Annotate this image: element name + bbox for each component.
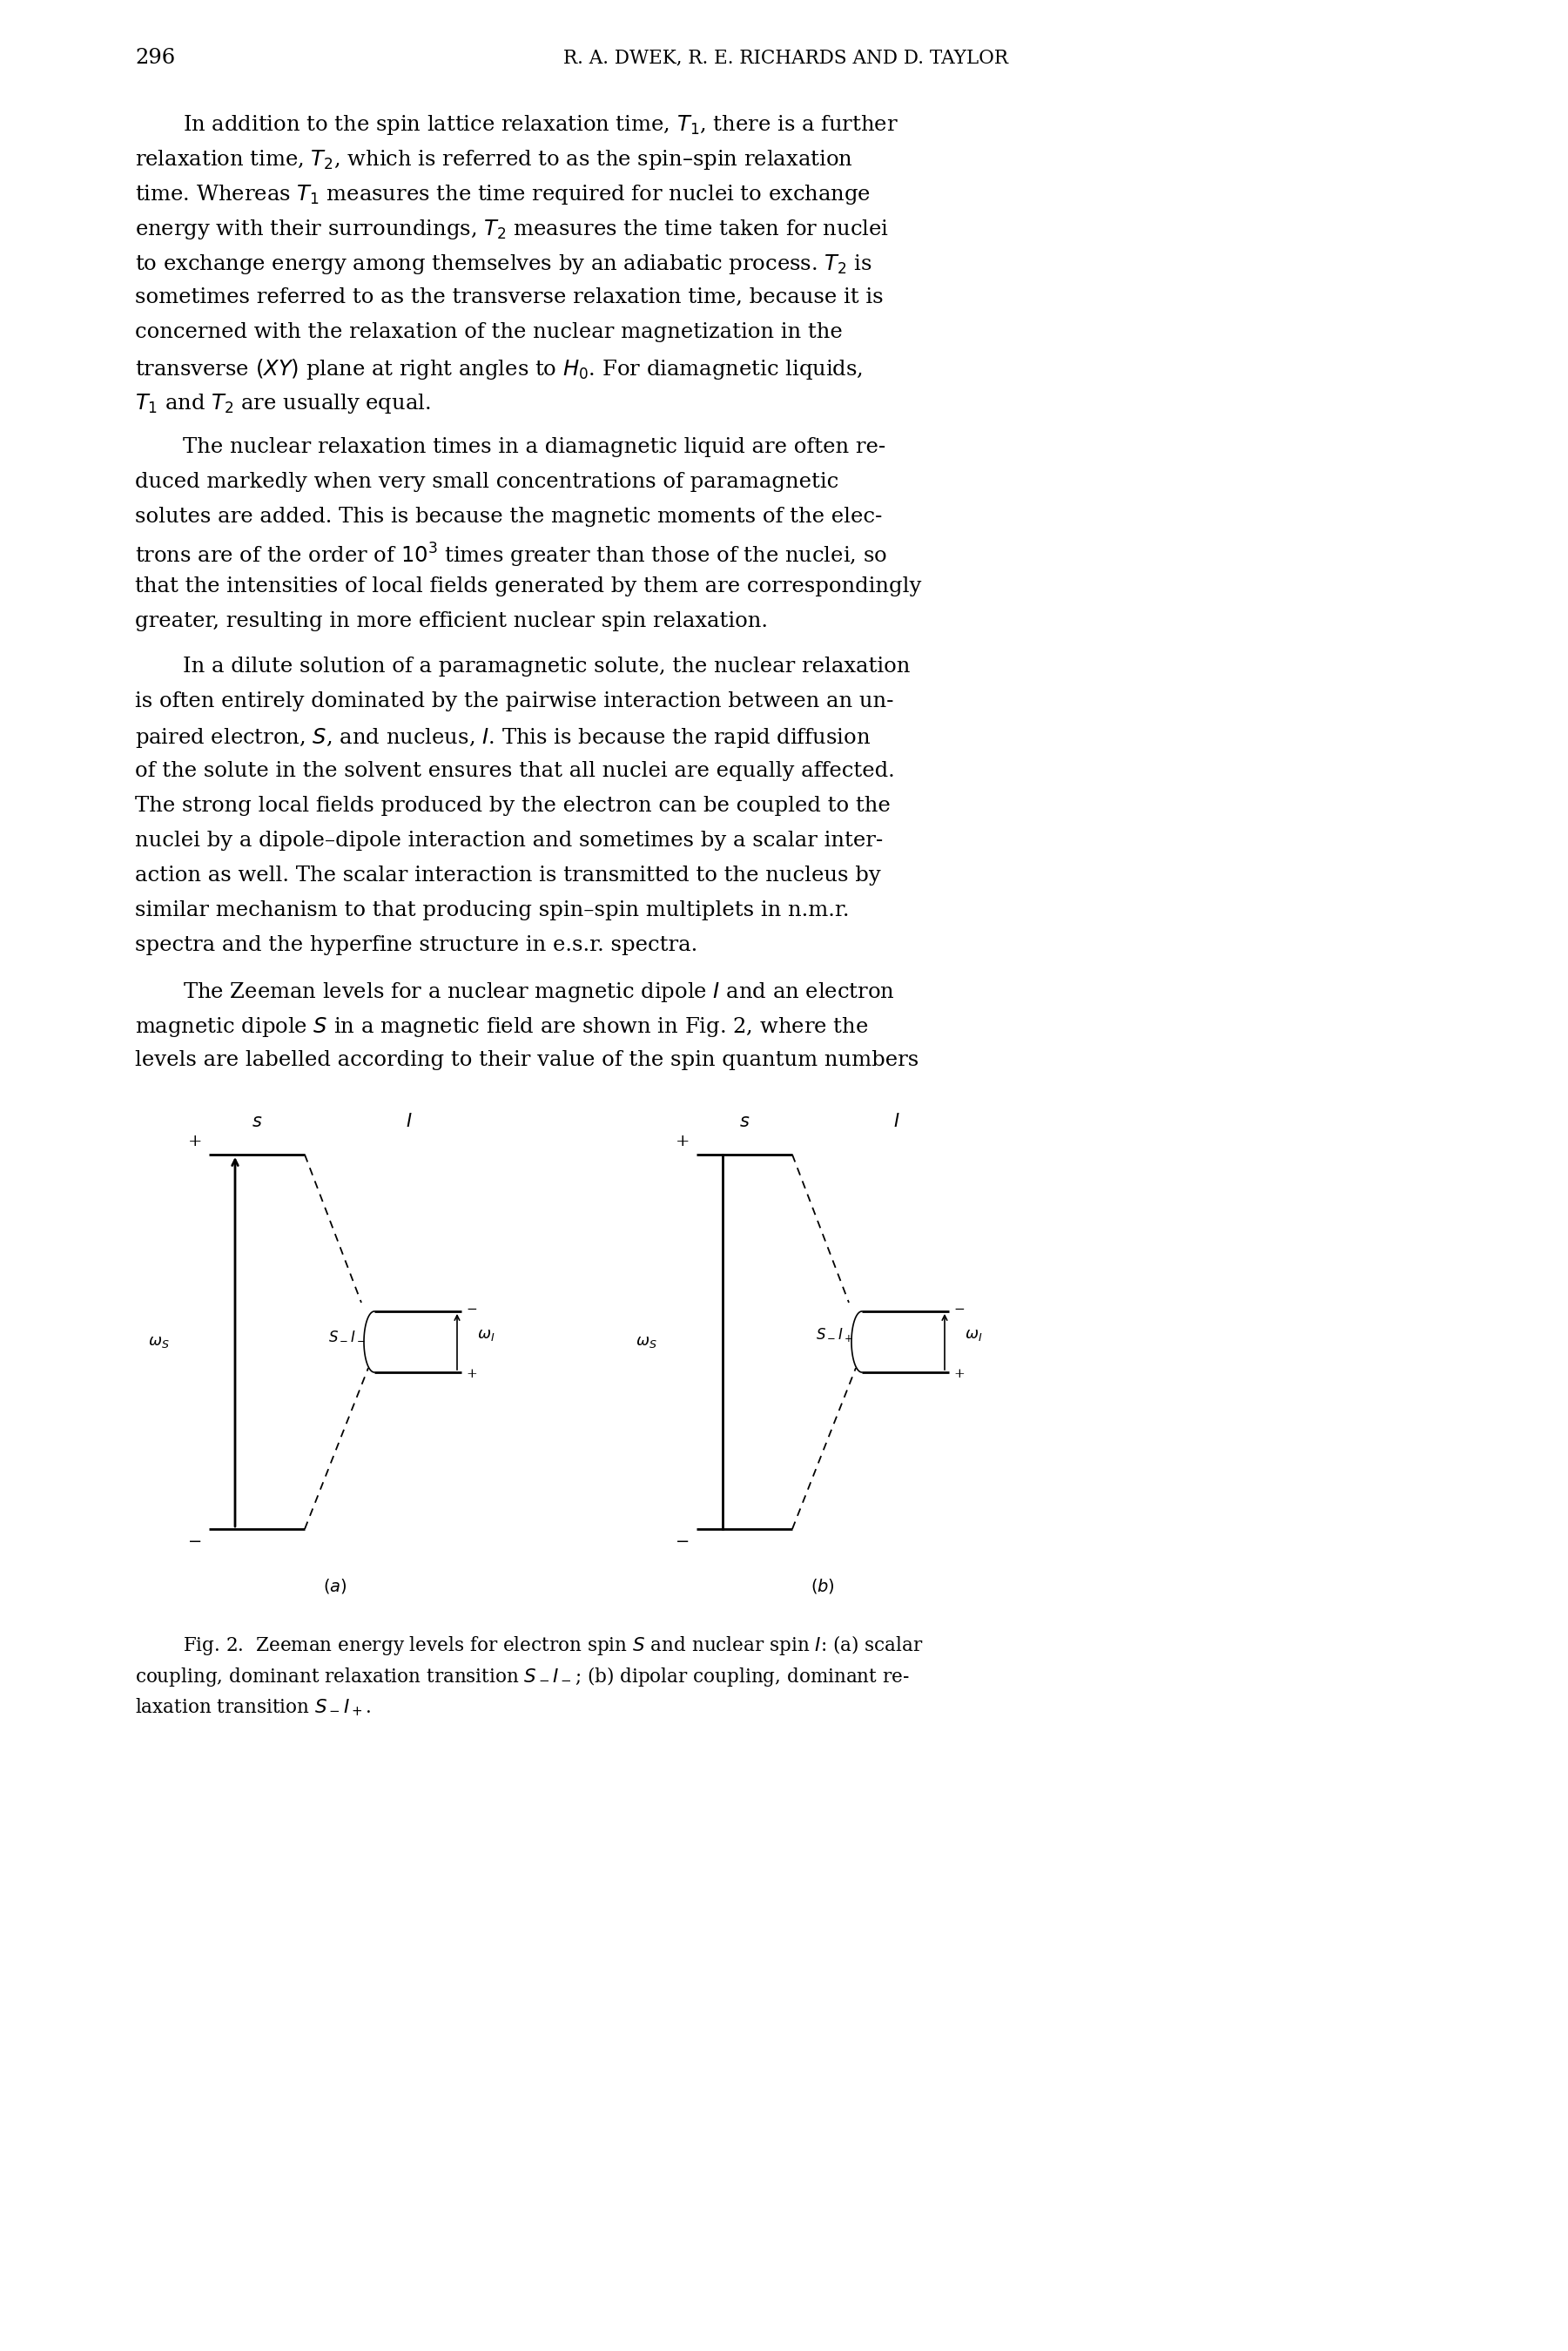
Text: of the solute in the solvent ensures that all nuclei are equally affected.: of the solute in the solvent ensures tha… (135, 762, 895, 781)
Text: spectra and the hyperfine structure in e.s.r. spectra.: spectra and the hyperfine structure in e… (135, 936, 698, 955)
Text: $\omega_I$: $\omega_I$ (477, 1326, 495, 1342)
Text: In addition to the spin lattice relaxation time, $T_1$, there is a further: In addition to the spin lattice relaxati… (183, 113, 898, 136)
Text: $(a)$: $(a)$ (323, 1578, 347, 1596)
Text: sometimes referred to as the transverse relaxation time, because it is: sometimes referred to as the transverse … (135, 287, 883, 308)
Text: concerned with the relaxation of the nuclear magnetization in the: concerned with the relaxation of the nuc… (135, 322, 842, 343)
Text: trons are of the order of $10^3$ times greater than those of the nuclei, so: trons are of the order of $10^3$ times g… (135, 541, 887, 569)
Text: $S_-I_-$: $S_-I_-$ (328, 1328, 365, 1342)
Text: The Zeeman levels for a nuclear magnetic dipole $I$ and an electron: The Zeeman levels for a nuclear magnetic… (183, 980, 895, 1004)
Text: $I$: $I$ (894, 1112, 900, 1131)
Text: +: + (953, 1368, 964, 1380)
Text: levels are labelled according to their value of the spin quantum numbers: levels are labelled according to their v… (135, 1051, 919, 1070)
Text: −: − (953, 1302, 964, 1317)
Text: magnetic dipole $S$ in a magnetic field are shown in Fig. 2, where the: magnetic dipole $S$ in a magnetic field … (135, 1016, 869, 1039)
Text: energy with their surroundings, $T_2$ measures the time taken for nuclei: energy with their surroundings, $T_2$ me… (135, 219, 889, 242)
Text: −: − (188, 1535, 202, 1549)
Text: greater, resulting in more efficient nuclear spin relaxation.: greater, resulting in more efficient nuc… (135, 611, 768, 632)
Text: The strong local fields produced by the electron can be coupled to the: The strong local fields produced by the … (135, 797, 891, 816)
Text: $I$: $I$ (406, 1112, 412, 1131)
Text: 296: 296 (135, 47, 176, 68)
Text: is often entirely dominated by the pairwise interaction between an un-: is often entirely dominated by the pairw… (135, 691, 894, 712)
Text: Fig. 2.  Zeeman energy levels for electron spin $S$ and nuclear spin $I$: (a) sc: Fig. 2. Zeeman energy levels for electro… (183, 1634, 924, 1657)
Text: −: − (466, 1302, 477, 1317)
Text: paired electron, $S$, and nucleus, $I$. This is because the rapid diffusion: paired electron, $S$, and nucleus, $I$. … (135, 726, 870, 750)
Text: to exchange energy among themselves by an adiabatic process. $T_2$ is: to exchange energy among themselves by a… (135, 252, 872, 275)
Text: similar mechanism to that producing spin–spin multiplets in n.m.r.: similar mechanism to that producing spin… (135, 900, 850, 919)
Text: $S_-I_+$: $S_-I_+$ (815, 1326, 853, 1342)
Text: In a dilute solution of a paramagnetic solute, the nuclear relaxation: In a dilute solution of a paramagnetic s… (183, 656, 909, 677)
Text: solutes are added. This is because the magnetic moments of the elec-: solutes are added. This is because the m… (135, 508, 883, 527)
Text: action as well. The scalar interaction is transmitted to the nucleus by: action as well. The scalar interaction i… (135, 865, 881, 886)
Text: relaxation time, $T_2$, which is referred to as the spin–spin relaxation: relaxation time, $T_2$, which is referre… (135, 148, 853, 172)
Text: −: − (676, 1535, 690, 1549)
Text: nuclei by a dipole–dipole interaction and sometimes by a scalar inter-: nuclei by a dipole–dipole interaction an… (135, 830, 883, 851)
Text: $(b)$: $(b)$ (811, 1578, 834, 1596)
Text: time. Whereas $T_1$ measures the time required for nuclei to exchange: time. Whereas $T_1$ measures the time re… (135, 183, 870, 207)
Text: laxation transition $S_-I_+$.: laxation transition $S_-I_+$. (135, 1695, 372, 1719)
Text: $\omega_I$: $\omega_I$ (964, 1326, 983, 1342)
Text: $s$: $s$ (251, 1114, 262, 1131)
Text: that the intensities of local fields generated by them are correspondingly: that the intensities of local fields gen… (135, 576, 922, 597)
Text: +: + (466, 1368, 477, 1380)
Text: +: + (676, 1133, 690, 1150)
Text: +: + (188, 1133, 202, 1150)
Text: duced markedly when very small concentrations of paramagnetic: duced markedly when very small concentra… (135, 473, 839, 491)
Text: The nuclear relaxation times in a diamagnetic liquid are often re-: The nuclear relaxation times in a diamag… (183, 437, 886, 456)
Text: $s$: $s$ (739, 1114, 750, 1131)
Text: $T_1$ and $T_2$ are usually equal.: $T_1$ and $T_2$ are usually equal. (135, 393, 431, 416)
Text: coupling, dominant relaxation transition $S_-I_-$; (b) dipolar coupling, dominan: coupling, dominant relaxation transition… (135, 1665, 909, 1688)
Text: transverse $(XY)$ plane at right angles to $H_0$. For diamagnetic liquids,: transverse $(XY)$ plane at right angles … (135, 357, 862, 381)
Text: R. A. DWEK, R. E. RICHARDS AND D. TAYLOR: R. A. DWEK, R. E. RICHARDS AND D. TAYLOR (563, 47, 1008, 68)
Text: $\omega_S$: $\omega_S$ (149, 1333, 169, 1349)
Text: $\omega_S$: $\omega_S$ (637, 1333, 657, 1349)
